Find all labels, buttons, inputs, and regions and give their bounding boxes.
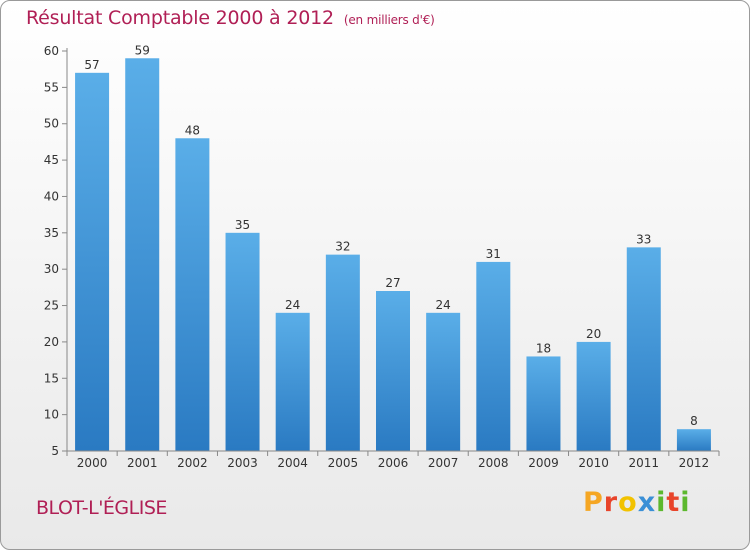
- bar-2011: [626, 247, 661, 451]
- logo-letter: o: [618, 487, 638, 518]
- logo-letter: x: [637, 487, 657, 518]
- logo-letter: t: [666, 487, 681, 518]
- x-tick-label: 2001: [127, 456, 158, 470]
- chart-title: Résultat Comptable 2000 à 2012 (en millie…: [26, 7, 435, 29]
- y-axis: 5 10 15 20 25 30 35 40 45 50 55 60: [44, 44, 68, 458]
- bar-2002: [175, 138, 210, 452]
- x-tick-label: 2012: [679, 456, 710, 470]
- x-tick-label: 2007: [428, 456, 459, 470]
- bar-value-label: 8: [690, 414, 698, 428]
- x-tick-label: 2009: [528, 456, 559, 470]
- y-tick-label: 50: [44, 117, 59, 131]
- bar-value-label: 24: [285, 298, 300, 312]
- bar-value-label: 20: [586, 327, 601, 341]
- proxiti-logo: Proxiti: [583, 487, 691, 518]
- bar-2008: [476, 261, 511, 451]
- bar-2001: [125, 58, 160, 451]
- x-tick-label: 2008: [478, 456, 509, 470]
- commune-name: BLOT-L'ÉGLISE: [36, 497, 167, 519]
- x-tick-label: 2005: [328, 456, 359, 470]
- bar-2004: [275, 312, 310, 451]
- x-tick-label: 2011: [628, 456, 659, 470]
- y-tick-label: 60: [44, 44, 59, 58]
- y-tick-label: 5: [51, 444, 59, 458]
- x-tick-label: 2002: [177, 456, 208, 470]
- bar-2010: [576, 341, 611, 451]
- y-tick-label: 20: [44, 335, 59, 349]
- logo-letter: i: [680, 487, 691, 518]
- bar-value-label: 59: [135, 43, 150, 57]
- x-tick-label: 2003: [227, 456, 258, 470]
- x-tick-label: 2000: [77, 456, 108, 470]
- unit-label: (en milliers d'€): [343, 13, 435, 27]
- bar-value-label: 32: [335, 240, 350, 254]
- bar-2003: [225, 232, 260, 451]
- y-tick-label: 15: [44, 371, 59, 385]
- bar-value-label: 31: [486, 247, 501, 261]
- x-tick-label: 2006: [378, 456, 409, 470]
- bar-2005: [325, 254, 360, 451]
- y-tick-label: 40: [44, 189, 59, 203]
- title-text: Résultat Comptable 2000 à 2012: [26, 7, 334, 29]
- bar-value-label: 57: [84, 58, 99, 72]
- bar-2006: [376, 291, 410, 451]
- x-axis: 2000 2001 2002 2003 2004 2005 2006 2007 2008 2009…: [66, 450, 720, 470]
- bar-value-label: 24: [436, 298, 451, 312]
- y-tick-label: 45: [44, 153, 59, 167]
- bar-2007: [426, 312, 461, 451]
- logo-letter: r: [603, 487, 619, 518]
- bar-value-label: 48: [185, 123, 200, 137]
- x-tick-label: 2004: [277, 456, 308, 470]
- logo-letter: i: [656, 487, 667, 518]
- bar-2009: [526, 356, 561, 451]
- y-tick-label: 10: [44, 408, 59, 422]
- y-tick-label: 35: [44, 226, 59, 240]
- bar-value-label: 33: [636, 232, 651, 246]
- x-tick-label: 2010: [578, 456, 609, 470]
- bar-2000: [75, 72, 110, 452]
- bar-value-label: 18: [536, 341, 551, 355]
- bar-value-label: 27: [385, 276, 400, 290]
- bar-2012: [676, 429, 711, 451]
- logo-letter: P: [583, 487, 604, 518]
- y-tick-label: 55: [44, 80, 59, 94]
- y-tick-label: 30: [44, 262, 59, 276]
- bar-value-label: 35: [235, 218, 250, 232]
- bars: 57 59 48 35 24 32 27 24 31 18 20 33 8: [75, 43, 711, 452]
- y-tick-label: 25: [44, 299, 59, 313]
